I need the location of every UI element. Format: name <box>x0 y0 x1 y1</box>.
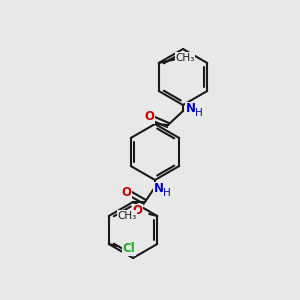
Text: O: O <box>144 110 154 124</box>
Text: CH₃: CH₃ <box>175 53 194 63</box>
Text: H: H <box>195 108 203 118</box>
Text: H: H <box>163 188 171 198</box>
Text: CH₃: CH₃ <box>118 211 137 221</box>
Text: O: O <box>121 185 131 199</box>
Text: Cl: Cl <box>122 242 135 256</box>
Text: N: N <box>154 182 164 196</box>
Text: O: O <box>132 205 142 218</box>
Text: N: N <box>186 103 196 116</box>
